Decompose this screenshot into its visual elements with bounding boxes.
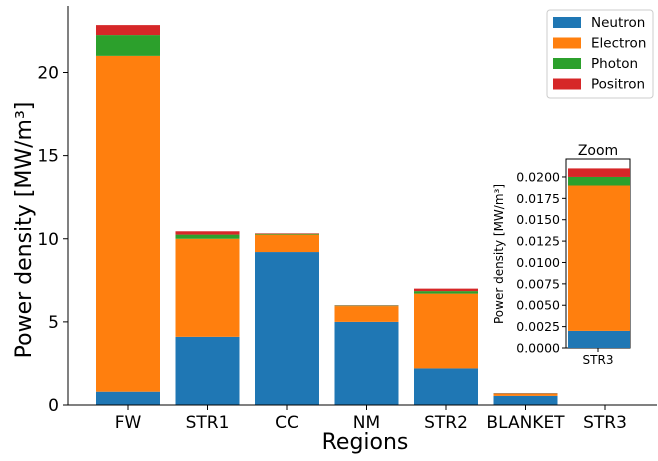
x-tick-label-str1: STR1 (186, 413, 230, 433)
inset-bar-electron (568, 186, 630, 331)
bar-nm-electron (335, 306, 399, 322)
inset-y-tick-label: 0.0125 (516, 234, 560, 249)
inset-zoom-chart: 0.0000 0.0025 0.0050 0.0075 0.0100 0.0125 0.01… (492, 143, 630, 367)
x-tick-label-fw: FW (115, 413, 142, 433)
inset-y-tick-label: 0.0075 (516, 276, 560, 291)
x-tick-label-str2: STR2 (424, 413, 468, 433)
inset-bar-positron (568, 168, 630, 177)
bar-fw-electron (96, 56, 160, 392)
inset-y-tick-label: 0.0175 (516, 191, 560, 206)
bar-str1-positron (176, 231, 240, 234)
bar-fw-photon (96, 35, 160, 56)
y-tick-label: 10 (37, 230, 59, 250)
inset-y-axis-label: Power density [MW/m³] (492, 184, 506, 324)
bar-str1-neutron (176, 337, 240, 405)
inset-y-ticks: 0.0000 0.0025 0.0050 0.0075 0.0100 0.0125 0.01… (516, 169, 566, 355)
bar-blanket-electron (494, 394, 558, 396)
inset-bar-photon (568, 177, 630, 186)
y-tick-label: 0 (48, 396, 59, 416)
legend-label-neutron: Neutron (591, 15, 645, 31)
legend-swatch-positron (553, 79, 581, 90)
legend-swatch-electron (553, 38, 581, 49)
inset-bar-neutron (568, 331, 630, 348)
y-axis-label: Power density [MW/m³] (12, 102, 37, 359)
inset-y-tick-label: 0.0000 (516, 341, 560, 356)
inset-y-tick-label: 0.0150 (516, 212, 560, 227)
legend-label-electron: Electron (591, 36, 646, 52)
inset-y-tick-label: 0.0100 (516, 255, 560, 270)
main-y-ticks: 0 5 10 15 20 (37, 64, 68, 417)
x-axis-label: Regions (322, 430, 409, 455)
y-tick-label: 15 (37, 147, 59, 167)
legend-swatch-photon (553, 58, 581, 69)
x-tick-label-str3: STR3 (583, 413, 627, 433)
legend-label-photon: Photon (591, 56, 638, 72)
bar-str2-neutron (414, 368, 478, 405)
bar-nm-neutron (335, 322, 399, 405)
bar-str1-electron (176, 239, 240, 337)
legend: Neutron Electron Photon Positron (547, 10, 653, 98)
y-tick-label: 20 (37, 64, 59, 84)
inset-y-tick-label: 0.0050 (516, 298, 560, 313)
bar-fw-neutron (96, 392, 160, 405)
x-tick-label-blanket: BLANKET (486, 413, 565, 433)
legend-swatch-neutron (553, 17, 581, 28)
inset-y-tick-label: 0.0025 (516, 319, 560, 334)
bar-str2-positron (414, 289, 478, 291)
inset-bars (568, 168, 630, 348)
bar-str2-electron (414, 294, 478, 369)
inset-y-tick-label: 0.0200 (516, 169, 560, 184)
legend-label-positron: Positron (591, 77, 645, 93)
bar-str1-photon (176, 235, 240, 239)
inset-x-tick-label: STR3 (583, 353, 614, 367)
bar-cc-electron (255, 235, 319, 252)
bar-fw-positron (96, 25, 160, 35)
bar-cc-photon (255, 234, 319, 235)
x-tick-label-cc: CC (275, 413, 299, 433)
bar-str2-photon (414, 291, 478, 293)
bar-cc-neutron (255, 252, 319, 405)
inset-title: Zoom (578, 143, 618, 159)
y-tick-label: 5 (48, 313, 59, 333)
bar-blanket-neutron (494, 396, 558, 405)
